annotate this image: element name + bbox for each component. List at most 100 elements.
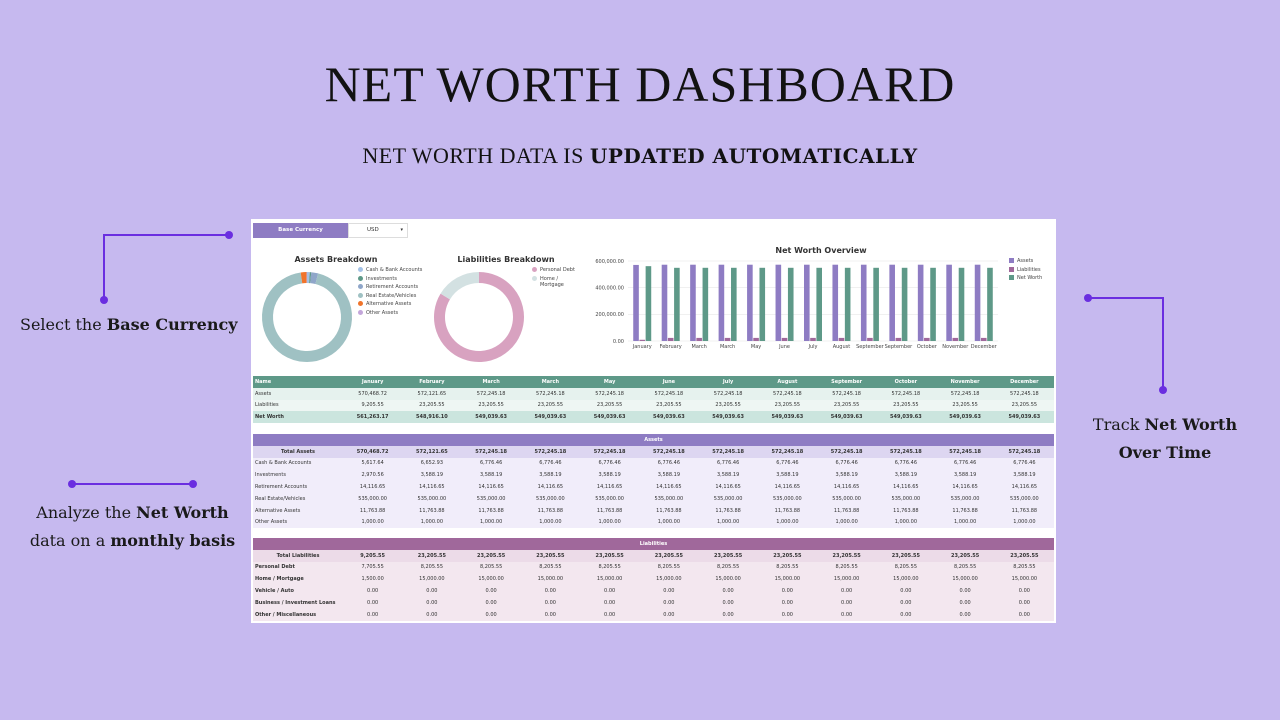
- cell-value: August: [757, 376, 817, 388]
- cell-value: 11,763.88: [520, 504, 580, 517]
- row-label: Cash & Bank Accounts: [253, 457, 343, 470]
- table-row: Home / Mortgage 1,500.00 15,000.00 15,000.0…: [253, 573, 1054, 586]
- legend-swatch: [1009, 258, 1014, 263]
- cell-value: 0.00: [461, 585, 521, 597]
- cell-value: 1,000.00: [994, 516, 1054, 529]
- cell-value: 570,468.72: [343, 445, 403, 458]
- assets-legend-item: Investments: [358, 275, 433, 285]
- cell-value: 0.00: [639, 596, 699, 609]
- cell-value: 549,039.63: [757, 411, 817, 424]
- cell-value: 0.00: [698, 596, 758, 609]
- cell-value: 23,205.55: [402, 399, 462, 412]
- cell-value: December: [994, 376, 1054, 388]
- cell-value: 535,000.00: [994, 492, 1054, 505]
- cell-value: 535,000.00: [757, 492, 817, 505]
- net-worth-legend-item: Net Worth: [1009, 275, 1054, 284]
- cell-value: 1,000.00: [343, 516, 403, 529]
- cell-value: 572,245.18: [876, 445, 936, 458]
- table-row: Retirement Accounts 14,116.65 14,116.65 14,…: [253, 481, 1054, 493]
- table-row: Assets 570,468.72 572,121.65 572,245.18 572,…: [253, 387, 1054, 400]
- x-tick-label: February: [660, 344, 682, 350]
- cell-value: 11,763.88: [698, 504, 758, 517]
- cell-value: 0.00: [402, 596, 462, 609]
- cell-value: 3,588.19: [520, 469, 580, 482]
- bar-assets: [804, 264, 810, 341]
- cell-value: 0.00: [343, 585, 403, 597]
- cell-value: 0.00: [343, 596, 403, 609]
- cell-value: 9,205.55: [343, 549, 403, 562]
- legend-label: Cash & Bank Accounts: [366, 267, 423, 273]
- bar-assets: [946, 264, 952, 341]
- base-currency-value: USD: [367, 227, 379, 233]
- cell-value: 8,205.55: [639, 561, 699, 574]
- cell-value: January: [343, 376, 403, 388]
- cell-value: 1,000.00: [461, 516, 521, 529]
- cell-value: 23,205.55: [817, 549, 877, 562]
- cell-value: 23,205.55: [994, 549, 1054, 562]
- cell-value: 0.00: [402, 585, 462, 597]
- bar-net-worth: [958, 267, 965, 341]
- cell-value: 11,763.88: [402, 504, 462, 517]
- cell-value: 6,776.46: [876, 457, 936, 470]
- cell-value: 1,000.00: [698, 516, 758, 529]
- cell-value: 15,000.00: [876, 573, 936, 586]
- cell-value: 3,588.19: [461, 469, 521, 482]
- cell-value: 8,205.55: [698, 561, 758, 574]
- assets-legend-item: Alternative Assets: [358, 301, 433, 310]
- cell-value: 535,000.00: [343, 492, 403, 505]
- cell-value: 8,205.55: [461, 561, 521, 574]
- callout-analyze-bold2: monthly basis: [110, 531, 236, 550]
- cell-value: 23,205.55: [994, 399, 1054, 412]
- cell-value: 3,588.19: [639, 469, 699, 482]
- base-currency-select[interactable]: USD ▾: [348, 223, 408, 238]
- cell-value: 549,039.63: [639, 411, 699, 424]
- callout-line-analyze: [72, 483, 193, 485]
- bar-net-worth: [873, 267, 879, 341]
- liabilities-slice-home-mortgage: [440, 272, 480, 300]
- cell-value: 0.00: [757, 596, 817, 609]
- cell-value: 3,588.19: [994, 469, 1054, 482]
- assets-legend: Cash & Bank Accounts Investments Retiremen…: [358, 267, 433, 319]
- cell-value: 535,000.00: [520, 492, 580, 505]
- cell-value: 535,000.00: [935, 492, 995, 505]
- cell-value: 549,039.63: [876, 411, 936, 424]
- page-title: NET WORTH DASHBOARD: [324, 56, 956, 112]
- cell-value: 8,205.55: [876, 561, 936, 574]
- cell-value: 2,970.56: [343, 469, 403, 482]
- cell-value: 23,205.55: [639, 549, 699, 562]
- cell-value: 0.00: [876, 596, 936, 609]
- cell-value: 549,039.63: [520, 411, 580, 424]
- table-row: Other / Miscellaneous 0.00 0.00 0.00 0.00 0.0…: [253, 608, 1054, 621]
- cell-value: 572,245.18: [639, 387, 699, 400]
- table-row: Vehicle / Auto 0.00 0.00 0.00 0.00 0.00 0.00 0.…: [253, 585, 1054, 597]
- cell-value: 15,000.00: [520, 573, 580, 586]
- liabilities-slice-personal-debt: [434, 272, 524, 362]
- cell-value: 572,245.18: [580, 445, 640, 458]
- cell-value: 0.00: [343, 608, 403, 621]
- cell-value: 14,116.65: [402, 481, 462, 493]
- cell-value: 23,205.55: [757, 399, 817, 412]
- cell-value: 572,245.18: [817, 445, 877, 458]
- liabilities-donut-chart: [434, 272, 524, 362]
- cell-value: 11,763.88: [639, 504, 699, 517]
- assets-total-row: Total Assets 570,468.72 572,121.65 572,245.…: [253, 445, 1054, 458]
- assets-legend-item: Cash & Bank Accounts: [358, 267, 433, 276]
- bar-assets: [747, 264, 753, 341]
- cell-value: 6,776.46: [520, 457, 580, 470]
- cell-value: 0.00: [876, 585, 936, 597]
- x-tick-label: March: [692, 344, 707, 350]
- bar-net-worth: [787, 267, 794, 341]
- cell-value: 3,588.19: [935, 469, 995, 482]
- legend-swatch: [358, 284, 363, 290]
- table-row: Investments 2,970.56 3,588.19 3,588.19 3,588…: [253, 469, 1054, 482]
- cell-value: 14,116.65: [343, 481, 403, 493]
- cell-value: 15,000.00: [639, 573, 699, 586]
- cell-value: 11,763.88: [580, 504, 640, 517]
- cell-value: March: [461, 376, 521, 388]
- row-label: Personal Debt: [253, 561, 343, 574]
- table-row: Personal Debt 7,705.55 8,205.55 8,205.55 8,2…: [253, 561, 1054, 574]
- bar-net-worth: [731, 267, 737, 341]
- cell-value: 535,000.00: [639, 492, 699, 505]
- cell-value: 1,500.00: [343, 573, 403, 586]
- legend-label: Home / Mortgage: [540, 275, 564, 288]
